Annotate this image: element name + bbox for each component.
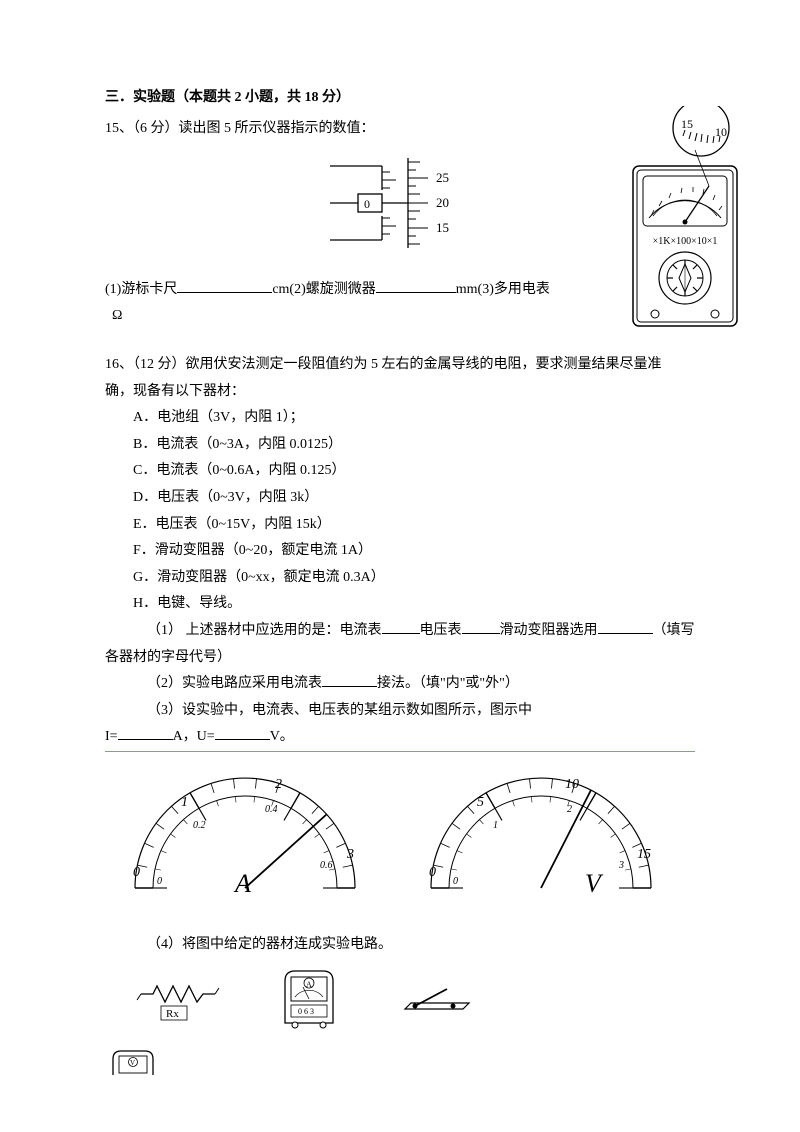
q16-sub3-v: V。 — [270, 729, 294, 744]
q15-blank3-label: mm(3)多用电表 — [456, 282, 550, 297]
svg-text:A: A — [306, 980, 312, 989]
question-15: 15、（6 分）读出图 5 所示仪器指示的数值： 15 10 — [105, 116, 695, 330]
voltmeter-dial: 0 5 10 15 0 1 2 3 V — [411, 758, 685, 909]
q16-sub1-b: 电压表 — [420, 623, 462, 638]
svg-text:0.2: 0.2 — [193, 820, 206, 831]
svg-text:10: 10 — [565, 777, 579, 792]
q16-sub1: （1） 上述器材中应选用的是：电流表 电压表 滑动变阻器选用 （填写 — [105, 618, 695, 645]
vernier-label-25: 25 — [436, 170, 449, 185]
svg-text:0.6: 0.6 — [320, 860, 333, 871]
svg-text:0: 0 — [157, 876, 162, 887]
component-ammeter: A 0 6 3 — [273, 963, 345, 1035]
meter-dials: 0 1 2 3 0 0.2 0.4 0.6 A 0 — [105, 751, 695, 919]
component-switch — [395, 979, 475, 1019]
q16-sub3-u: A，U= — [173, 729, 215, 744]
ammeter-unit: A — [233, 869, 251, 898]
q16-sub4: （4）将图中给定的器材连成实验电路。 — [105, 932, 695, 959]
q15-blank1[interactable] — [177, 279, 272, 293]
q16-sub2-blank[interactable] — [322, 673, 377, 687]
q16-sub3-blank-i[interactable] — [118, 726, 173, 740]
svg-text:1: 1 — [493, 820, 498, 831]
svg-text:5: 5 — [477, 795, 484, 810]
q16-sub3-line2: I= A，U= V。 — [105, 724, 695, 751]
q16-sub3-i: I= — [105, 729, 118, 744]
ammeter-small-reading: 0 6 3 — [298, 1007, 314, 1016]
q16-item-h: H．电键、导线。 — [105, 591, 695, 618]
q16-sub2: （2）实验电路应采用电流表 接法。（填"内"或"外"） — [105, 671, 695, 698]
q16-sub1-blank1[interactable] — [382, 620, 420, 634]
bubble-label-15: 15 — [681, 117, 693, 131]
component-voltmeter-partial: V — [105, 1045, 695, 1086]
components-row: Rx A 0 6 3 — [105, 963, 695, 1035]
q16-item-c: C．电流表（0~0.6A，内阻 0.125） — [105, 458, 695, 485]
vernier-zero: 0 — [364, 197, 370, 211]
q15-blank1-label: (1)游标卡尺 — [105, 282, 177, 297]
svg-text:3: 3 — [618, 860, 624, 871]
question-16: 16、（12 分）欲用伏安法测定一段阻值约为 5 左右的金属导线的电阻，要求测量… — [105, 352, 695, 1086]
q16-sub2-a: （2）实验电路应采用电流表 — [147, 676, 322, 691]
q16-sub3-blank-u[interactable] — [215, 726, 270, 740]
q16-sub1-a: （1） 上述器材中应选用的是：电流表 — [147, 623, 382, 638]
q16-item-f: F．滑动变阻器（0~20，额定电流 1A） — [105, 538, 695, 565]
q15-prompt: 15、（6 分）读出图 5 所示仪器指示的数值： — [105, 116, 695, 143]
q15-ohm: Ω — [105, 303, 695, 330]
q16-item-g: G．滑动变阻器（0~xx，额定电流 0.3A） — [105, 565, 695, 592]
bubble-label-10: 10 — [715, 125, 727, 139]
q16-item-d: D．电压表（0~3V，内阻 3k） — [105, 485, 695, 512]
svg-text:0: 0 — [133, 865, 140, 880]
svg-text:15: 15 — [637, 847, 651, 862]
q16-intro1: 16、（12 分）欲用伏安法测定一段阻值约为 5 左右的金属导线的电阻，要求测量… — [105, 352, 695, 379]
ammeter-dial: 0 1 2 3 0 0.2 0.4 0.6 A — [115, 758, 389, 909]
vernier-label-15: 15 — [436, 220, 449, 235]
svg-text:1: 1 — [181, 795, 188, 810]
q15-blank2[interactable] — [376, 279, 456, 293]
svg-text:0: 0 — [429, 865, 436, 880]
q16-item-e: E．电压表（0~15V，内阻 15k） — [105, 512, 695, 539]
q16-sub1-d: （填写 — [653, 623, 695, 638]
q16-item-a: A．电池组（3V，内阻 1）； — [105, 405, 695, 432]
svg-text:3: 3 — [346, 847, 354, 862]
multimeter-range: ×1K×100×10×1 — [653, 236, 718, 247]
svg-text:0: 0 — [453, 876, 458, 887]
vernier-diagram: 0 25 20 15 — [105, 148, 695, 269]
q16-sub1-blank2[interactable] — [462, 620, 500, 634]
q15-blank2-label: cm(2)螺旋测微器 — [272, 282, 375, 297]
voltmeter-unit: V — [585, 869, 604, 898]
svg-text:0.4: 0.4 — [265, 804, 278, 815]
q16-sub3: （3）设实验中，电流表、电压表的某组示数如图所示，图示中 — [105, 698, 695, 725]
vernier-label-20: 20 — [436, 195, 449, 210]
q16-item-b: B．电流表（0~3A，内阻 0.0125） — [105, 432, 695, 459]
multimeter-diagram: 15 10 — [615, 106, 755, 347]
q15-blanks: (1)游标卡尺 cm(2)螺旋测微器 mm(3)多用电表 — [105, 277, 695, 304]
q16-intro2: 确，现备有以下器材： — [105, 379, 695, 406]
voltmeter-small-label: V — [130, 1059, 135, 1067]
q16-sub1-tail: 各器材的字母代号） — [105, 645, 695, 672]
q16-sub1-blank3[interactable] — [598, 620, 653, 634]
section-title: 三．实验题（本题共 2 小题，共 18 分） — [105, 85, 695, 112]
q16-sub1-c: 滑动变阻器选用 — [500, 623, 598, 638]
component-rx: Rx — [133, 974, 223, 1024]
rx-label: Rx — [166, 1008, 179, 1020]
q16-sub2-b: 接法。（填"内"或"外"） — [377, 676, 519, 691]
